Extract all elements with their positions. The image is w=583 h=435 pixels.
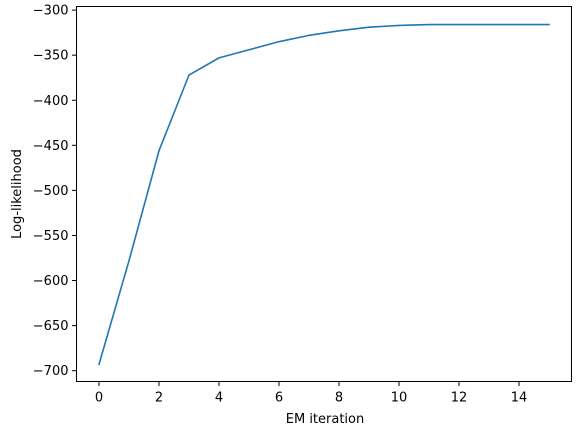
- x-axis-label: EM iteration: [286, 412, 364, 427]
- series-line-0: [98, 23, 550, 366]
- y-tick-label: −350: [33, 49, 69, 64]
- y-tick-label: −550: [33, 229, 69, 244]
- x-tick-label: 6: [275, 391, 283, 406]
- x-tick-label: 2: [155, 391, 163, 406]
- axes-frame: [76, 6, 572, 382]
- y-axis-ticks: −700 −650 −600 −550 −500 −450 −400 −350 −300: [33, 4, 77, 379]
- y-tick-label: −500: [33, 184, 69, 199]
- y-tick-label: −450: [33, 139, 69, 154]
- x-tick-label: 12: [451, 391, 468, 406]
- x-tick-label: 8: [335, 391, 343, 406]
- y-tick-label: −700: [33, 364, 69, 379]
- y-tick-label: −600: [33, 274, 69, 289]
- x-tick-label: 0: [95, 391, 103, 406]
- x-tick-label: 10: [391, 391, 408, 406]
- y-tick-label: −650: [33, 319, 69, 334]
- x-axis-ticks: 0 2 4 6 8 10 12 14: [95, 381, 528, 406]
- y-tick-label: −300: [33, 4, 69, 19]
- y-tick-label: −400: [33, 94, 69, 109]
- x-tick-label: 4: [215, 391, 223, 406]
- plot-area: [98, 23, 550, 366]
- y-axis-label: Log-likelihood: [10, 149, 25, 239]
- x-tick-label: 14: [511, 391, 528, 406]
